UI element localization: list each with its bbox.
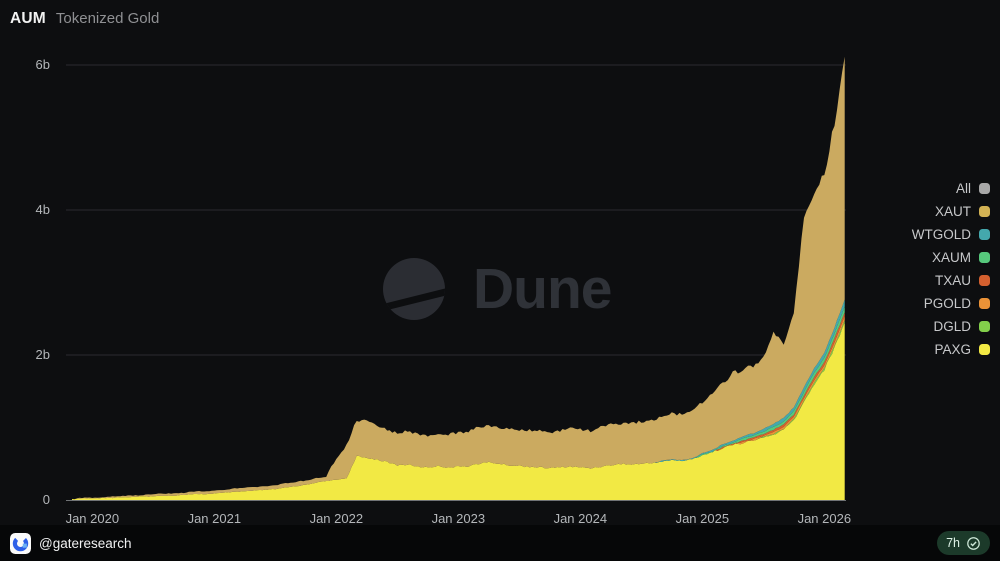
account-attribution: @gateresearch <box>10 532 132 554</box>
legend-label: DGLD <box>933 319 971 334</box>
x-tick-label: Jan 2025 <box>675 511 730 526</box>
legend-item-pgold[interactable]: PGOLD <box>912 292 990 315</box>
y-tick-label: 2b <box>35 347 50 362</box>
page-title: AUM <box>10 10 46 27</box>
x-tick-label: Jan 2023 <box>431 511 486 526</box>
legend-item-xaum[interactable]: XAUM <box>912 246 990 269</box>
legend-label: XAUM <box>931 250 971 265</box>
time-badge-label: 7h <box>946 536 960 550</box>
legend-swatch-icon <box>979 252 990 263</box>
chart-header: AUM Tokenized Gold <box>10 10 159 28</box>
legend-item-wtgold[interactable]: WTGOLD <box>912 223 990 246</box>
page-subtitle: Tokenized Gold <box>55 10 160 27</box>
legend-item-dgld[interactable]: DGLD <box>912 315 990 338</box>
legend-swatch-icon <box>979 206 990 217</box>
time-badge: 7h <box>937 531 990 555</box>
legend-swatch-icon <box>979 229 990 240</box>
legend-label: WTGOLD <box>911 227 971 242</box>
x-tick-label: Jan 2020 <box>65 511 120 526</box>
legend-item-paxg[interactable]: PAXG <box>912 338 990 361</box>
y-tick-label: 0 <box>42 492 50 507</box>
gate-logo-icon <box>10 532 31 554</box>
area-series-xaut <box>72 56 845 500</box>
legend-swatch-icon <box>979 344 990 355</box>
x-tick-label: Jan 2022 <box>309 511 364 526</box>
x-tick-label: Jan 2024 <box>553 511 608 526</box>
footer-bar: @gateresearch 7h <box>0 525 1000 561</box>
account-handle: @gateresearch <box>39 535 132 551</box>
y-tick-label: 6b <box>35 57 50 72</box>
legend-label: TXAU <box>934 273 971 288</box>
verified-check-icon <box>967 536 980 550</box>
chart-legend: All XAUT WTGOLD XAUM TXAU PGOLD DGLD PAXG <box>912 177 990 361</box>
area-series-paxg <box>72 322 845 500</box>
legend-item-all[interactable]: All <box>912 177 990 200</box>
legend-item-xaut[interactable]: XAUT <box>912 200 990 223</box>
legend-label: All <box>955 181 971 196</box>
x-tick-label: Jan 2021 <box>187 511 242 526</box>
legend-label: PAXG <box>934 342 971 357</box>
legend-swatch-icon <box>979 183 990 194</box>
y-tick-label: 4b <box>35 202 50 217</box>
legend-swatch-icon <box>979 298 990 309</box>
legend-label: XAUT <box>934 204 971 219</box>
legend-item-txau[interactable]: TXAU <box>912 269 990 292</box>
legend-swatch-icon <box>979 321 990 332</box>
x-tick-label: Jan 2026 <box>797 511 852 526</box>
legend-swatch-icon <box>979 275 990 286</box>
legend-label: PGOLD <box>923 296 971 311</box>
